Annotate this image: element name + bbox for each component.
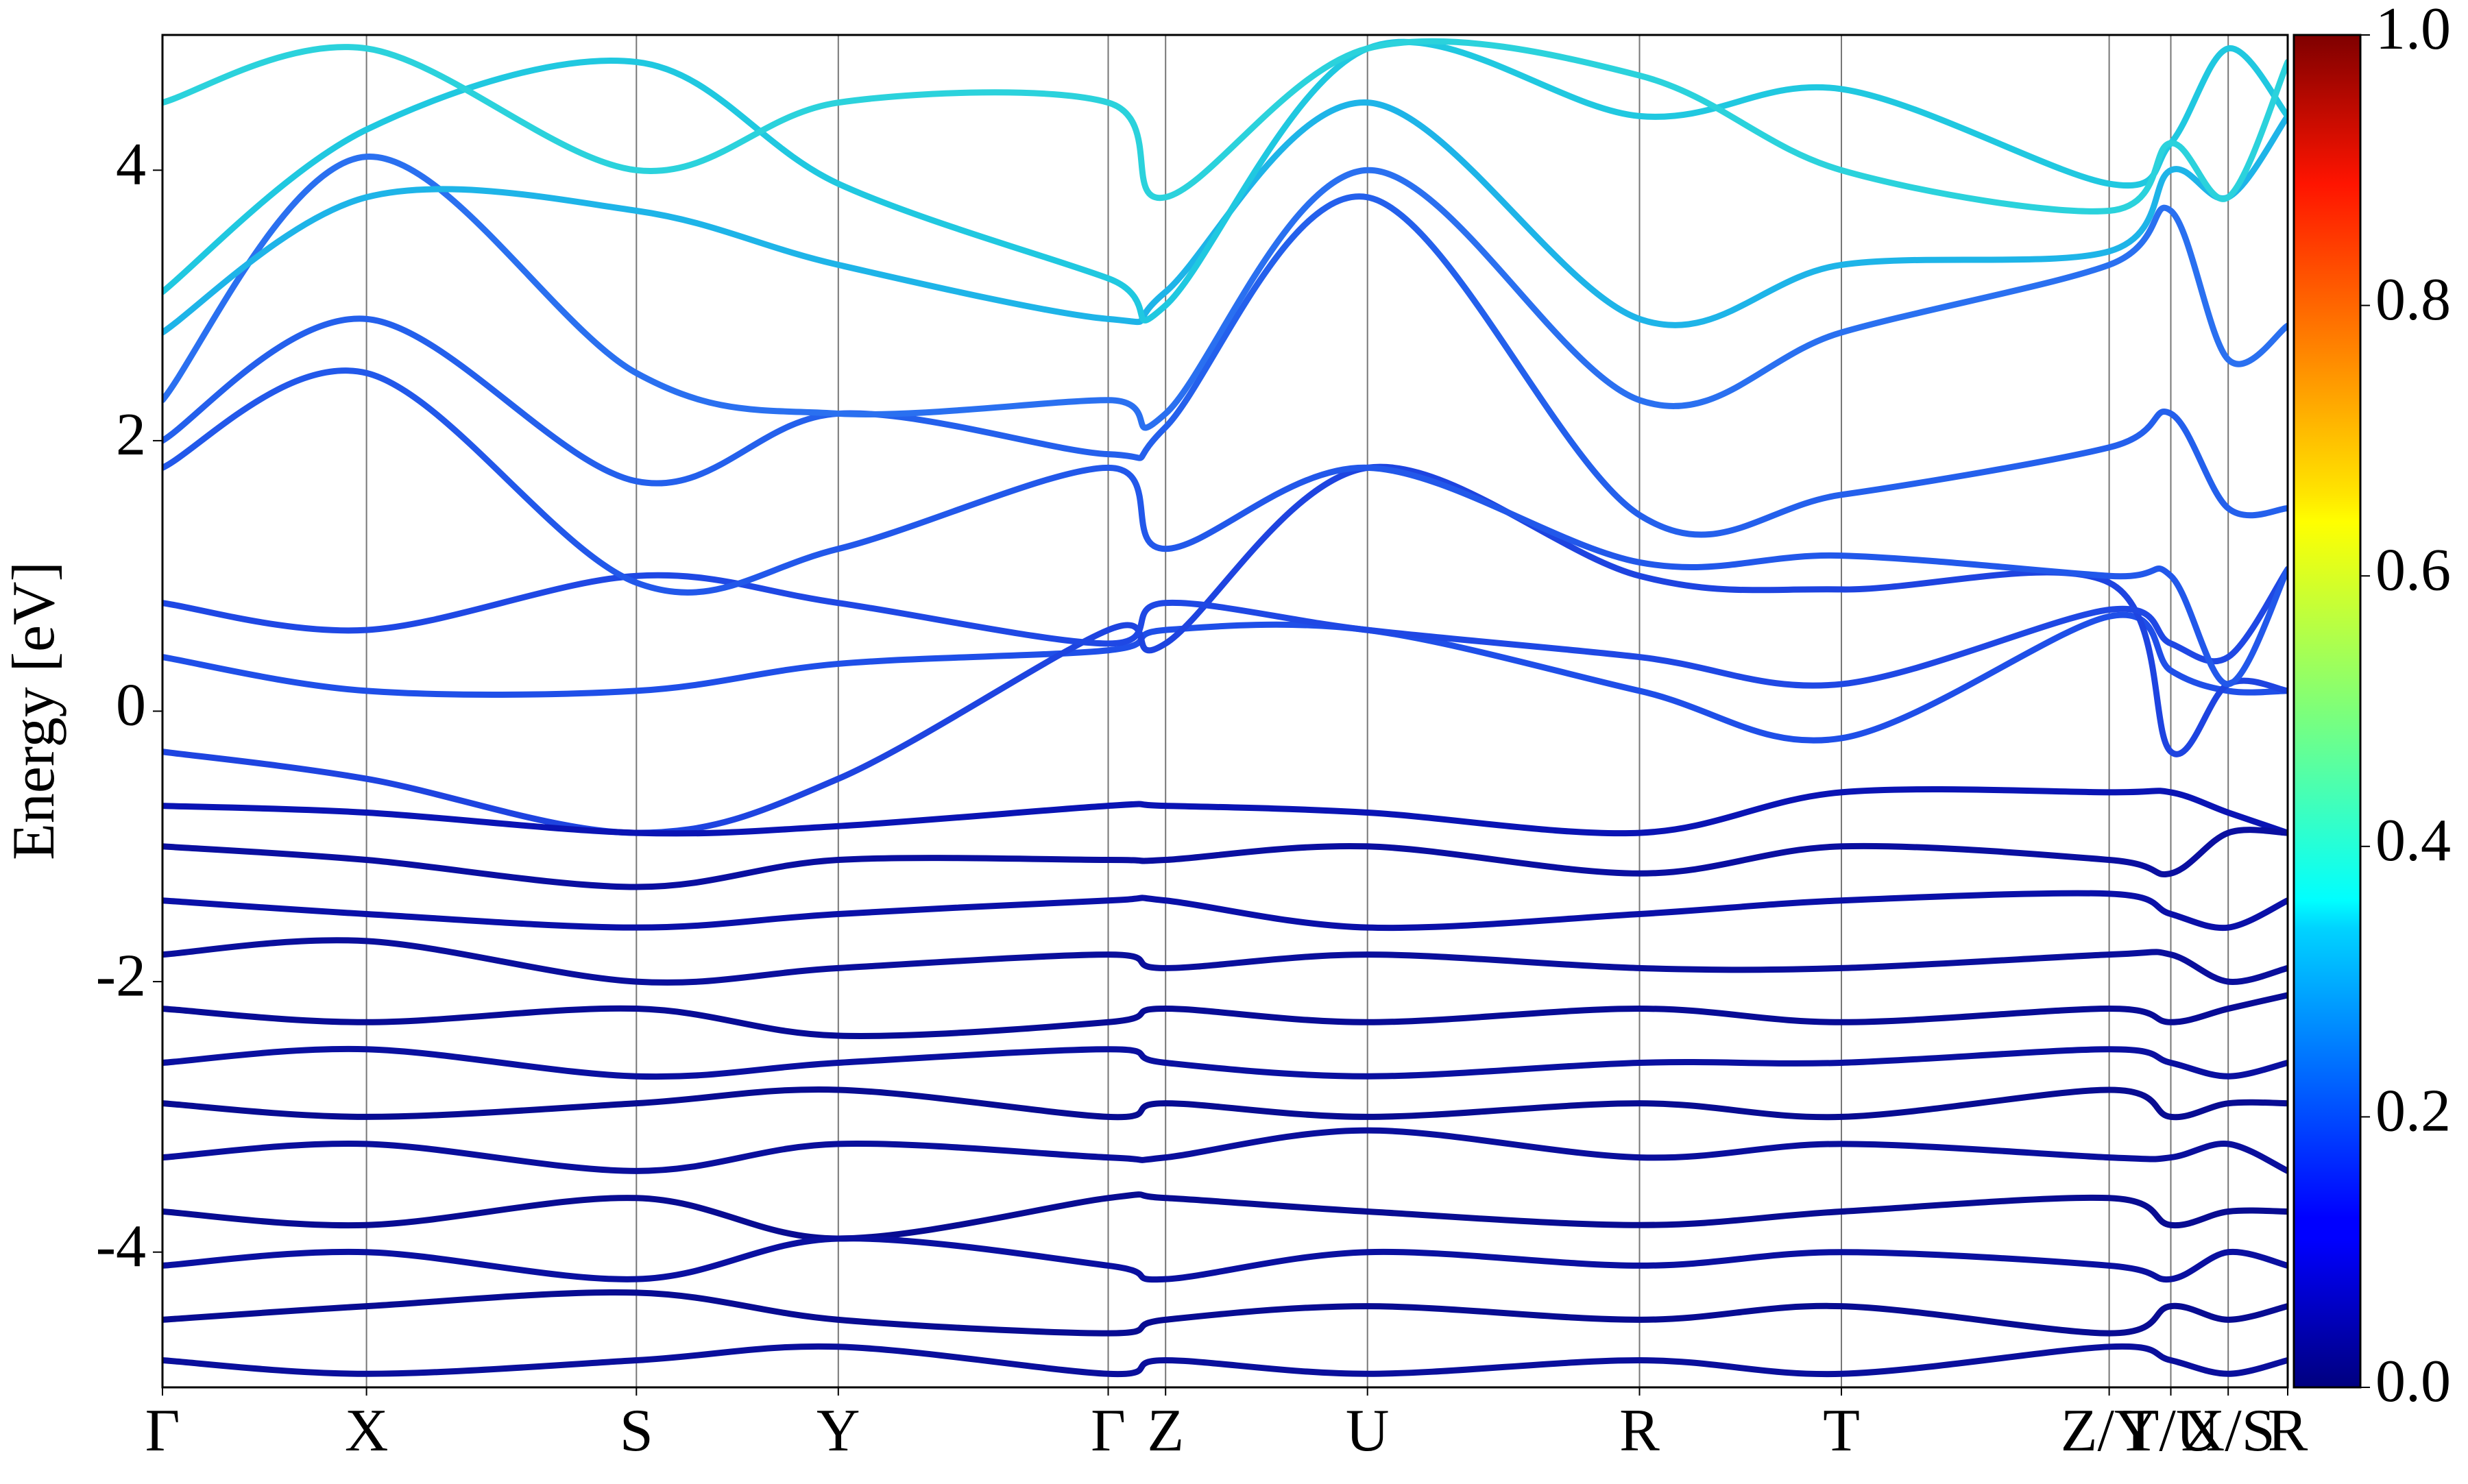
- band: [162, 154, 2288, 431]
- y-tick-label: 2: [116, 402, 146, 468]
- colorbar-tick-label: 0.4: [2375, 807, 2451, 874]
- band: [162, 1235, 2288, 1283]
- x-tick-label: R: [2268, 1398, 2308, 1464]
- x-tick-label: T/U: [2122, 1398, 2220, 1464]
- colorbar: [2292, 34, 2362, 1389]
- band: [162, 1045, 2288, 1080]
- colorbar-tick-label: 0.8: [2375, 267, 2451, 333]
- band: [162, 565, 2288, 689]
- band: [162, 937, 2288, 986]
- colorbar-tick-label: 1.0: [2375, 0, 2451, 62]
- band: [162, 99, 2288, 336]
- band: [162, 1289, 2288, 1337]
- x-tick-label: Z/Y: [2061, 1398, 2158, 1464]
- band: [162, 1086, 2288, 1121]
- x-tick-label: X: [345, 1398, 389, 1464]
- x-tick-label: T: [1823, 1398, 1860, 1464]
- y-tick-label: 0: [116, 672, 146, 739]
- y-axis-label: Energy [eV]: [1, 561, 67, 860]
- x-tick-label: Y: [816, 1398, 860, 1464]
- band: [162, 827, 2288, 890]
- y-tick-label: -2: [96, 942, 146, 1009]
- band: [162, 1191, 2288, 1242]
- band: [162, 367, 2288, 688]
- x-tick-label: Γ: [1091, 1398, 1126, 1464]
- x-tick-label: Z: [1147, 1398, 1184, 1464]
- band: [162, 1343, 2288, 1378]
- band: [162, 38, 2288, 324]
- band: [162, 38, 2288, 215]
- plot-frame: [161, 34, 2289, 1389]
- band: [162, 611, 2288, 744]
- band: [162, 1127, 2288, 1174]
- band: [162, 992, 2288, 1039]
- x-tick-label: U: [1346, 1398, 1390, 1464]
- colorbar-tick-label: 0.0: [2375, 1348, 2451, 1415]
- band: [162, 786, 2288, 837]
- x-tick-label: R: [1619, 1398, 1660, 1464]
- bands: [162, 38, 2288, 1378]
- y-tick-label: -4: [96, 1213, 146, 1280]
- x-tick-label: Γ: [145, 1398, 180, 1464]
- colorbar-tick-label: 0.6: [2375, 537, 2451, 603]
- y-tick-label: 4: [116, 131, 146, 197]
- x-tick-label: S: [620, 1398, 653, 1464]
- band: [162, 193, 2288, 538]
- x-tick-label: X/S: [2181, 1398, 2275, 1464]
- colorbar-tick-label: 0.2: [2375, 1078, 2451, 1145]
- band: [162, 890, 2288, 932]
